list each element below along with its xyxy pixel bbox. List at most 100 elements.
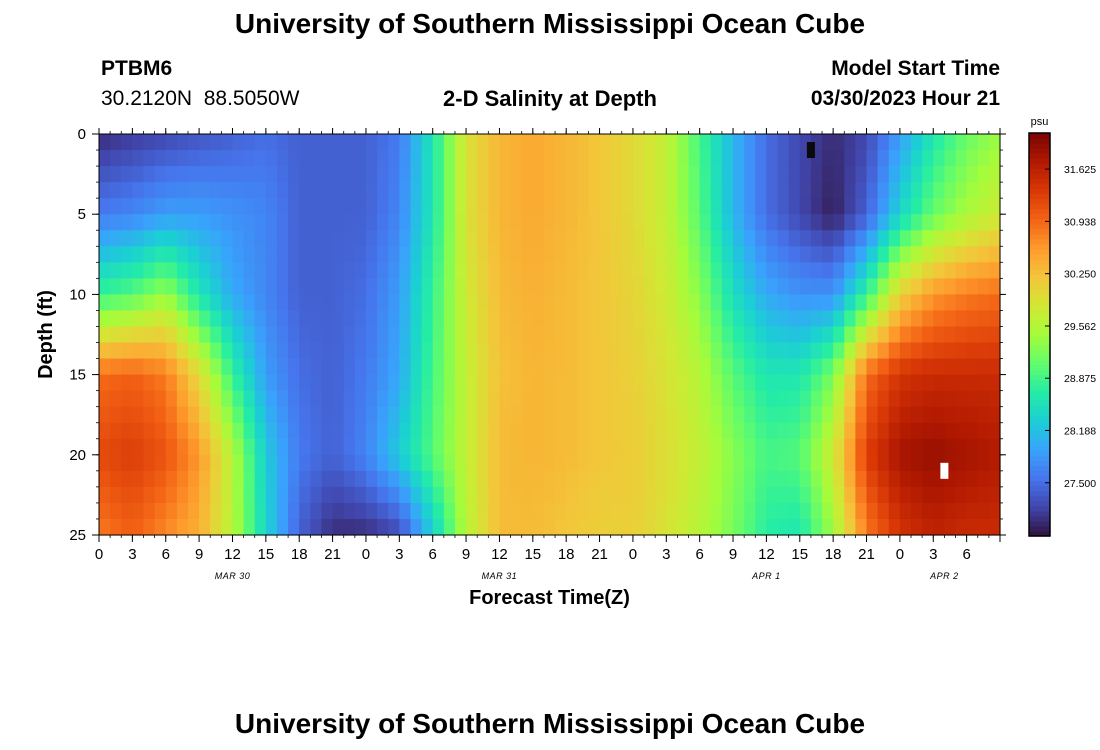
heatmap-cell [788,422,801,440]
heatmap-cell [132,342,145,360]
heatmap-cell [332,310,345,328]
heatmap-cell [810,422,823,440]
heatmap-cell [810,150,823,167]
heatmap-cell [788,134,801,151]
heatmap-cell [688,422,701,440]
heatmap-cell [454,374,467,392]
heatmap-cell [477,150,489,167]
colorbar-segment [1029,253,1050,260]
heatmap-cell [666,390,679,408]
heatmap-cell [888,230,901,247]
heatmap-cell [421,294,434,312]
heatmap-cell [577,310,590,328]
heatmap-cell [199,358,211,376]
heatmap-cell [933,518,945,536]
heatmap-cell [488,374,501,392]
heatmap-cell [265,166,278,183]
plot-title: 2-D Salinity at Depth [443,86,657,111]
heatmap-cell [299,262,311,279]
heatmap-cell [154,438,167,456]
heatmap-cell [644,454,656,472]
heatmap-cell [432,310,445,328]
heatmap-cell [99,310,111,328]
heatmap-cell [432,182,445,199]
heatmap-cell [688,246,701,263]
heatmap-cell [332,358,345,376]
heatmap-cell [710,310,723,328]
heatmap-cell [377,454,389,472]
colorbar-segment [1029,470,1050,477]
heatmap-cell [399,166,412,183]
heatmap-cell [299,342,311,360]
heatmap-cell [922,310,934,328]
heatmap-cell [154,198,167,215]
heatmap-cell [566,246,578,263]
heatmap-cell [365,454,378,472]
heatmap-cell [644,486,656,504]
heatmap-cell [677,294,690,312]
heatmap-cell [488,502,501,520]
heatmap-cell [521,438,534,456]
heatmap-cell [922,198,934,215]
heatmap-cell [632,150,645,167]
heatmap-cell [121,390,133,408]
heatmap-cell [777,214,790,231]
heatmap-cell [388,486,400,504]
heatmap-cell [499,374,512,392]
heatmap-cell [799,198,812,215]
colorbar-segment [1029,324,1050,331]
heatmap-cell [332,374,345,392]
heatmap-cell [588,358,601,376]
heatmap-cell [165,262,178,279]
heatmap-cell [911,150,923,167]
heatmap-cell [899,294,912,312]
heatmap-cell [510,310,523,328]
heatmap-cell [132,214,145,231]
heatmap-cell [421,518,434,536]
x-tick-label: 21 [858,546,875,563]
heatmap-cell [421,150,434,167]
heatmap-cell [110,406,122,424]
heatmap-cell [365,262,378,279]
heatmap-cell [354,406,367,424]
heatmap-cell [621,358,634,376]
date-label: MAR 30 [215,571,251,581]
heatmap-cell [199,342,211,360]
heatmap-cell [899,342,912,360]
heatmap-cell [766,406,779,424]
heatmap-cell [977,374,990,392]
heatmap-cell [143,502,156,520]
heatmap-cell [187,342,200,360]
heatmap-cell [599,182,612,199]
heatmap-cell [844,374,856,392]
heatmap-cell [866,134,879,151]
heatmap-cell [477,326,489,344]
heatmap-cell [688,342,701,360]
colorbar-segment [1029,143,1050,149]
heatmap-cell [655,262,667,279]
heatmap-cell [866,422,879,440]
heatmap-cell [566,310,578,328]
heatmap-cell [555,182,567,199]
heatmap-cell [443,422,456,440]
heatmap-cell [632,518,645,536]
heatmap-cell [744,502,756,520]
heatmap-cell [343,518,356,536]
heatmap-cell [99,166,111,183]
colorbar-segment [1029,374,1050,381]
heatmap-cell [855,134,868,151]
heatmap-cell [566,214,578,231]
heatmap-cell [810,246,823,263]
heatmap-cell [666,422,679,440]
heatmap-cell [632,246,645,263]
heatmap-cell [866,374,879,392]
heatmap-cell [488,166,501,183]
heatmap-cell [110,390,122,408]
heatmap-cell [988,246,1001,263]
heatmap-cell [510,502,523,520]
heatmap-cell [110,294,122,312]
heatmap-cell [210,390,222,408]
heatmap-cell [944,358,957,376]
heatmap-cell [799,310,812,328]
